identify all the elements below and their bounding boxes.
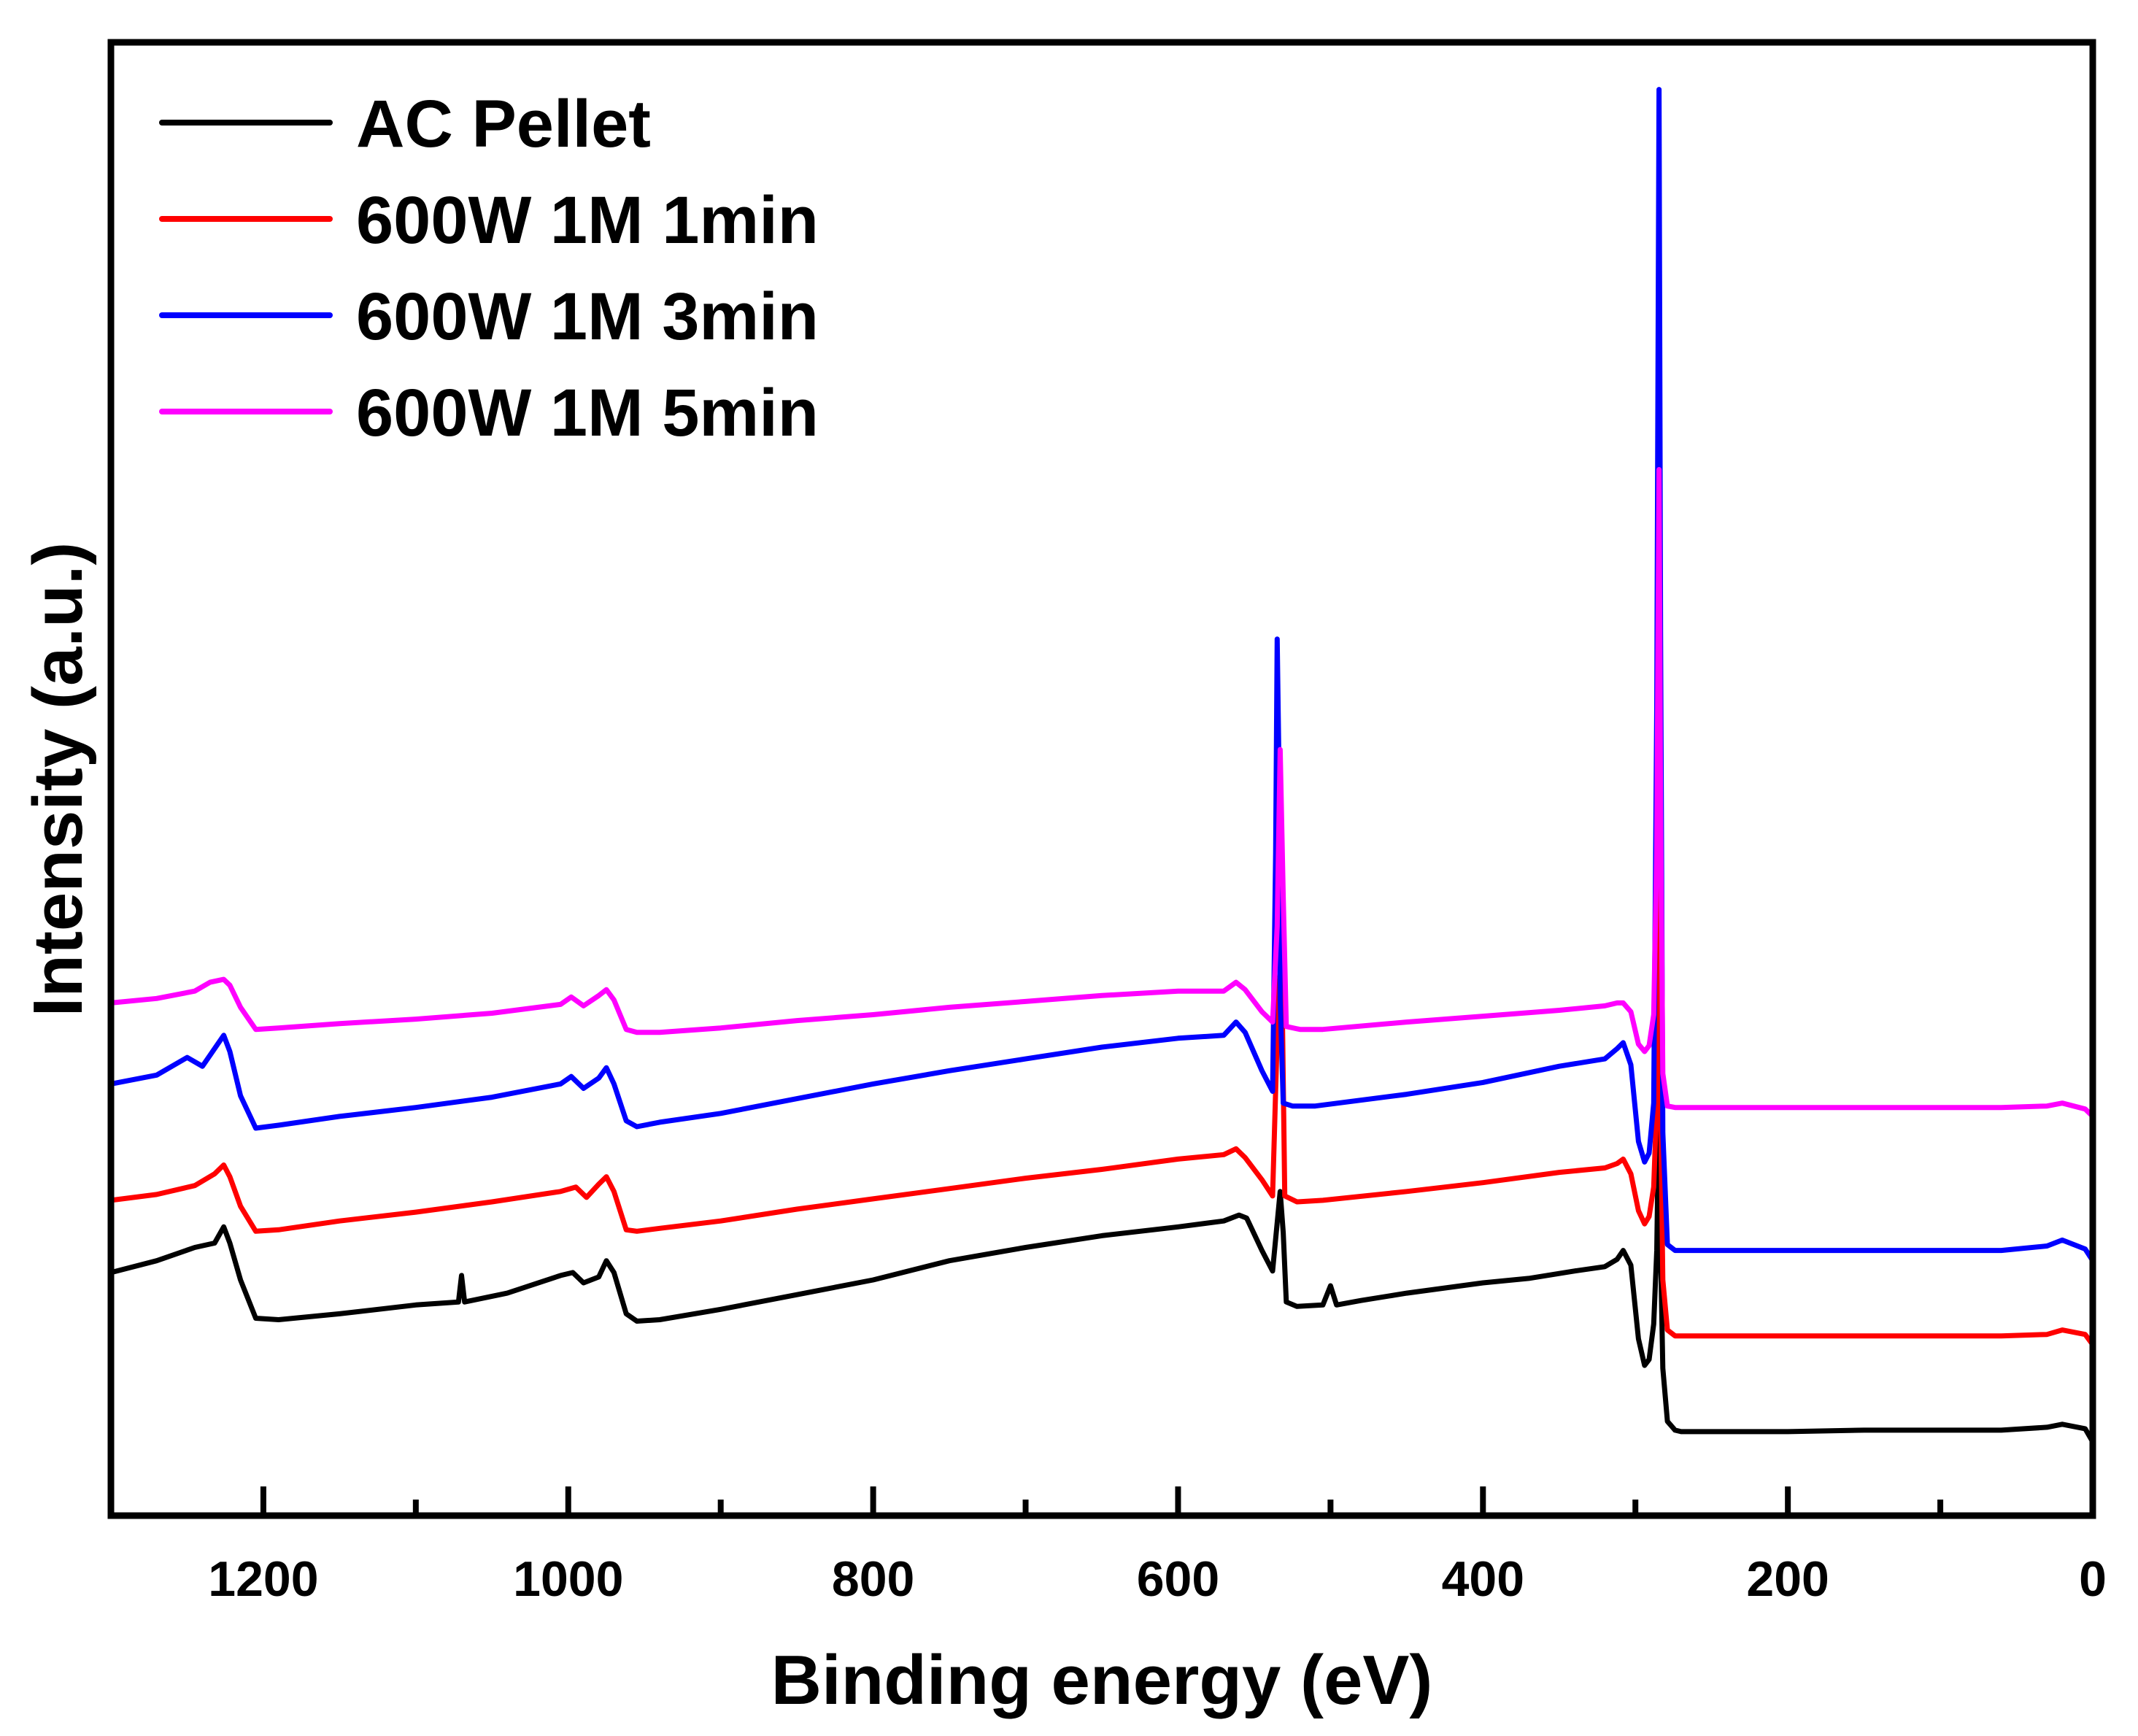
series-line-3 xyxy=(108,467,2096,1119)
legend-label-2: 600W 1M 3min xyxy=(356,279,819,354)
legend-label-3: 600W 1M 5min xyxy=(356,376,819,450)
series-line-1 xyxy=(108,856,2096,1348)
legend-label-1: 600W 1M 1min xyxy=(356,183,819,258)
labels-layer: 1200 1000 800 600 400 200 0 Binding energy (eV)… xyxy=(19,542,2107,1719)
legend-label-0: AC Pellet xyxy=(356,87,651,161)
series-line-2 xyxy=(108,87,2096,1264)
series-layer xyxy=(108,87,2096,1445)
x-tick-label-3: 600 xyxy=(1137,1551,1219,1607)
x-tick-label-1: 1000 xyxy=(513,1551,623,1607)
plot-frame xyxy=(107,39,2096,1519)
axes-layer xyxy=(107,39,2096,1519)
x-axis-title: Binding energy (eV) xyxy=(771,1641,1433,1719)
legend: AC Pellet 600W 1M 1min 600W 1M 3min 600W 1M… xyxy=(159,87,819,450)
x-tick-label-2: 800 xyxy=(832,1551,914,1607)
y-axis-title: Intensity (a.u.) xyxy=(19,542,97,1017)
series-line-0 xyxy=(108,1086,2096,1445)
x-tick-label-5: 200 xyxy=(1746,1551,1829,1607)
x-tick-label-0: 1200 xyxy=(208,1551,318,1607)
x-tick-label-6: 0 xyxy=(2079,1551,2107,1607)
x-tick-label-4: 400 xyxy=(1442,1551,1524,1607)
